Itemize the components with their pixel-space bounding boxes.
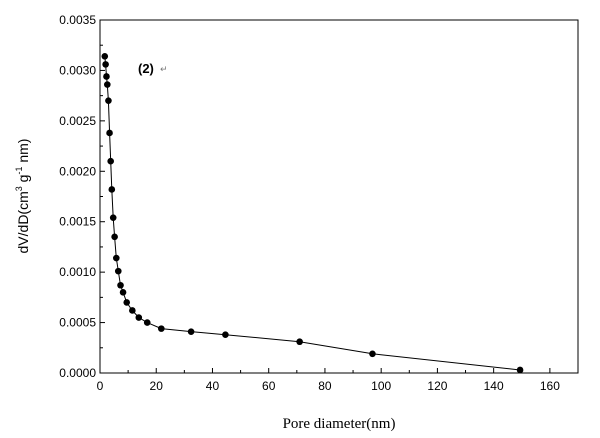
data-point [109,214,117,221]
x-tick-label: 120 [427,379,447,393]
data-point [119,289,127,296]
data-points [101,53,524,374]
y-tick-label: 0.0005 [59,316,96,330]
data-point [222,331,229,338]
data-point [187,328,195,335]
data-point [106,129,113,137]
x-tick-label: 140 [484,379,504,393]
data-point [369,350,376,358]
x-tick-label: 20 [150,379,164,393]
y-tick-label: 0.0025 [59,114,96,128]
data-point [108,186,116,193]
data-point [143,319,151,326]
data-point [103,73,110,80]
data-point [117,281,124,289]
data-point [123,299,131,306]
data-point [111,233,118,241]
x-tick-label: 100 [371,379,391,393]
y-axis: 0.0000 0.0005 0.0010 0.0015 0.0020 0.0025 0.00… [59,13,105,380]
data-point [516,366,524,374]
data-point [101,53,109,60]
x-axis: 0 20 40 60 80 100 120 140 160 [97,368,560,393]
annotation-return-mark: ↵ [160,65,168,75]
y-tick-label: 0.0020 [59,164,96,178]
data-point [104,81,111,88]
x-tick-label: 0 [97,379,104,393]
x-tick-label: 60 [262,379,276,393]
data-point [107,157,114,165]
y-tick-label: 0.0030 [59,63,96,77]
data-point [157,325,165,332]
x-tick-label: 160 [540,379,560,393]
data-point [102,61,109,68]
plot-frame [99,19,579,374]
data-point [114,267,122,275]
data-point [105,97,112,104]
series-line [104,56,521,371]
data-point [129,307,136,314]
y-tick-label: 0.0015 [59,215,96,229]
data-point [113,254,120,262]
y-tick-label: 0.0035 [59,13,96,27]
y-tick-label: 0.0000 [59,366,96,380]
data-point [135,314,143,321]
x-axis-title: Pore diameter(nm) [283,416,396,432]
x-tick-label: 40 [206,379,220,393]
chart-annotation: (2) [138,61,154,76]
y-tick-label: 0.0010 [59,265,96,279]
y-axis-title: dV/dD(cm3 g-1 nm) [14,139,31,254]
data-point [296,338,303,346]
x-tick-label: 80 [318,379,332,393]
